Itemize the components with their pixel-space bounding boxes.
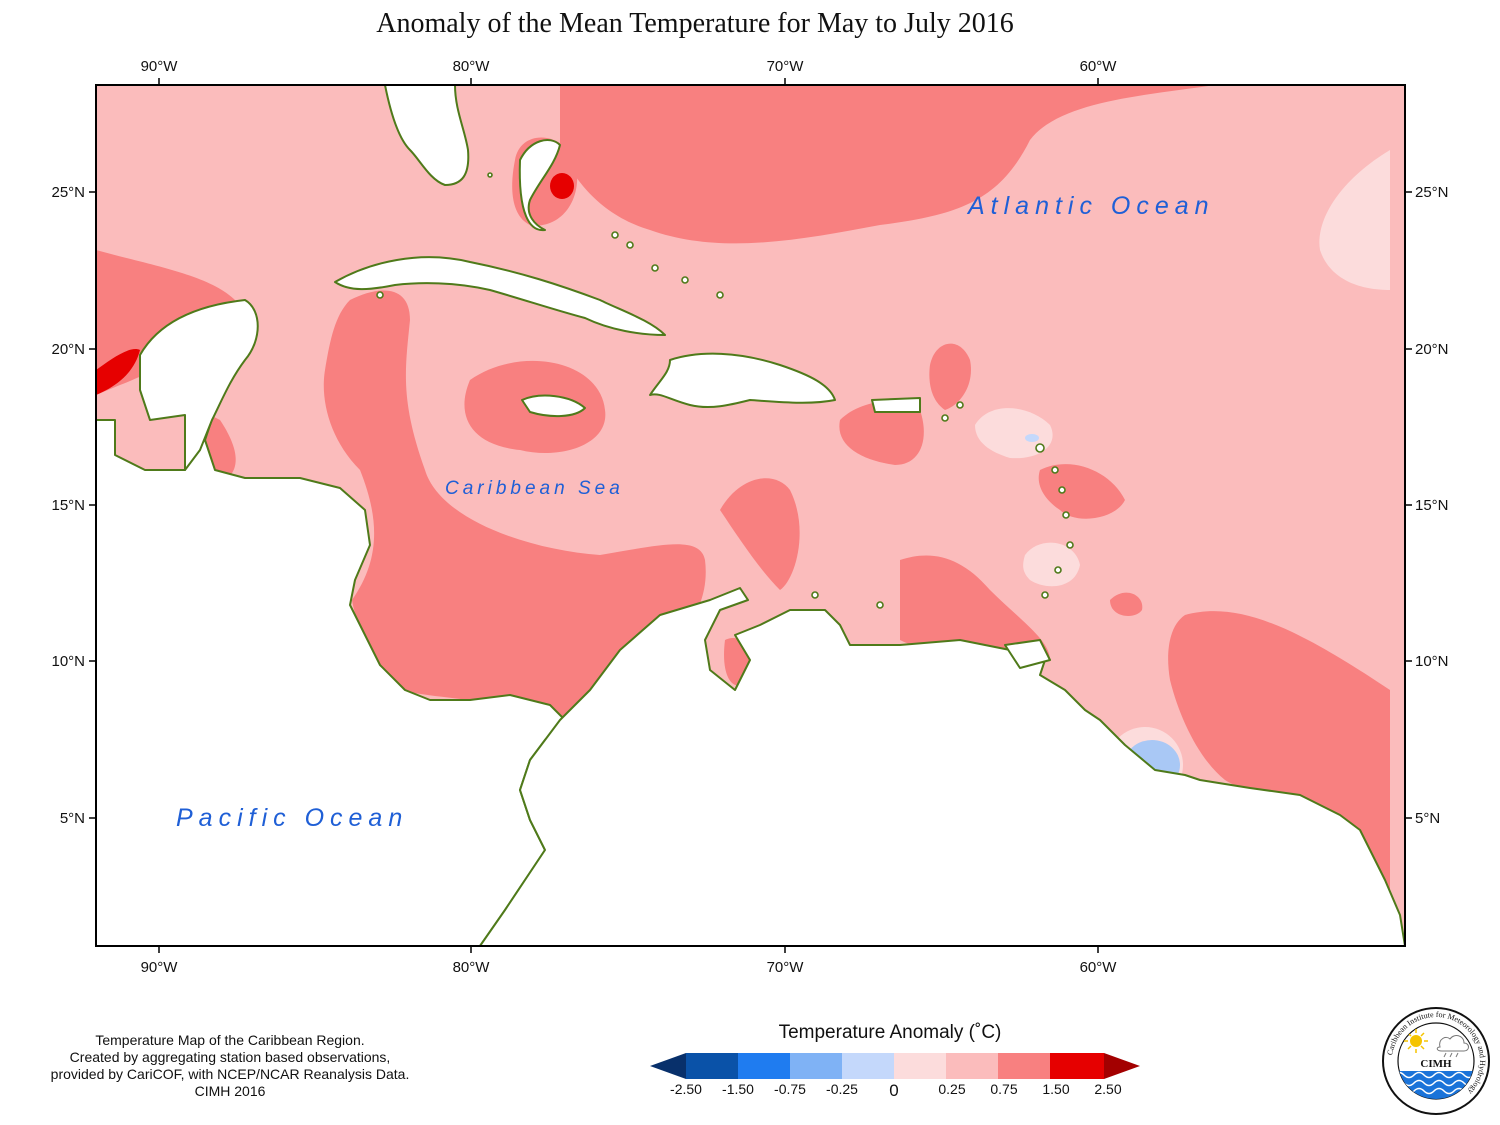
lon-label-bottom-90w: 90°W bbox=[141, 959, 179, 976]
lat-label-left-10n: 10°N bbox=[51, 653, 85, 670]
lat-label-left-15n: 15°N bbox=[51, 497, 85, 514]
legend-label: 1.50 bbox=[1042, 1081, 1069, 1097]
lon-label-top-90w: 90°W bbox=[141, 58, 179, 75]
lon-label-bottom-60w: 60°W bbox=[1080, 959, 1118, 976]
jamaica-landmass bbox=[521, 394, 586, 418]
legend-swatch-4 bbox=[842, 1053, 894, 1079]
logo-text: CIMH bbox=[1420, 1058, 1452, 1070]
lat-label-right-5n: 5°N bbox=[1415, 810, 1440, 827]
legend-label: -2.50 bbox=[670, 1081, 702, 1097]
legend-swatch-8 bbox=[1050, 1053, 1104, 1079]
anomaly-medium-patches bbox=[96, 85, 1390, 946]
map-field bbox=[96, 85, 1405, 946]
legend-label: -1.50 bbox=[722, 1081, 754, 1097]
legend-label: 0 bbox=[889, 1081, 898, 1100]
note-line: provided by CariCOF, with NCEP/NCAR Rean… bbox=[50, 1066, 410, 1082]
map-credit-note: Temperature Map of the Caribbean Region.… bbox=[20, 1032, 440, 1100]
legend-swatch-5 bbox=[894, 1053, 946, 1079]
map-frame bbox=[95, 84, 1406, 947]
sun-icon bbox=[1404, 1029, 1428, 1053]
legend-swatch-3 bbox=[790, 1053, 842, 1079]
legend-label: 2.50 bbox=[1094, 1081, 1121, 1097]
legend-label: 0.25 bbox=[938, 1081, 965, 1097]
lat-label-right-15n: 15°N bbox=[1415, 497, 1449, 514]
land-masses bbox=[96, 85, 1405, 946]
tick-marks bbox=[89, 78, 1412, 953]
lon-label-bottom-70w: 70°W bbox=[767, 959, 805, 976]
lat-label-right-10n: 10°N bbox=[1415, 653, 1449, 670]
lon-label-top-80w: 80°W bbox=[453, 58, 491, 75]
legend-swatch-7 bbox=[998, 1053, 1050, 1079]
legend-labels: -2.50 -1.50 -0.75 -0.25 0 0.25 0.75 1.50… bbox=[670, 1081, 1122, 1100]
lat-label-left-5n: 5°N bbox=[60, 810, 85, 827]
puerto-rico-landmass bbox=[871, 397, 921, 413]
legend-swatch-0 bbox=[650, 1053, 686, 1079]
legend-swatch-9 bbox=[1104, 1053, 1140, 1079]
pacific-ocean-label: Pacific Ocean bbox=[176, 804, 408, 832]
atlantic-ocean-label: Atlantic Ocean bbox=[966, 192, 1215, 220]
lat-label-right-25n: 25°N bbox=[1415, 184, 1449, 201]
caribbean-sea-label: Caribbean Sea bbox=[445, 478, 624, 499]
legend-swatch-6 bbox=[946, 1053, 998, 1079]
legend-label: -0.75 bbox=[774, 1081, 806, 1097]
lat-label-left-25n: 25°N bbox=[51, 184, 85, 201]
legend-label: 0.75 bbox=[990, 1081, 1017, 1097]
lon-label-top-70w: 70°W bbox=[767, 58, 805, 75]
note-line: Temperature Map of the Caribbean Region. bbox=[95, 1032, 365, 1048]
south-america-landmass bbox=[479, 587, 1405, 946]
anomaly-high-patches bbox=[96, 173, 574, 395]
map-title: Anomaly of the Mean Temperature for May … bbox=[376, 8, 1014, 39]
lat-label-right-20n: 20°N bbox=[1415, 341, 1449, 358]
legend-title: Temperature Anomaly (˚C) bbox=[778, 1022, 1002, 1043]
note-line: Created by aggregating station based obs… bbox=[69, 1049, 391, 1065]
yucatan-landmass bbox=[139, 299, 259, 471]
cimh-logo: Caribbean Institute for Meteorology and … bbox=[1382, 1007, 1490, 1115]
legend-swatch-1 bbox=[686, 1053, 738, 1079]
florida-landmass bbox=[384, 85, 470, 186]
lon-label-bottom-80w: 80°W bbox=[453, 959, 491, 976]
legend-colorbar bbox=[650, 1053, 1140, 1079]
lon-label-top-60w: 60°W bbox=[1080, 58, 1118, 75]
note-line: CIMH 2016 bbox=[194, 1083, 266, 1099]
bahamas-landmass bbox=[518, 139, 561, 232]
legend-label: -0.25 bbox=[826, 1081, 858, 1097]
lat-label-left-20n: 20°N bbox=[51, 341, 85, 358]
trinidad-landmass bbox=[1004, 639, 1051, 669]
legend-swatch-2 bbox=[738, 1053, 790, 1079]
cloud-rain-icon bbox=[1436, 1035, 1469, 1058]
cuba-landmass bbox=[334, 256, 666, 336]
small-islands bbox=[376, 172, 1074, 609]
hispaniola-landmass bbox=[649, 352, 836, 409]
